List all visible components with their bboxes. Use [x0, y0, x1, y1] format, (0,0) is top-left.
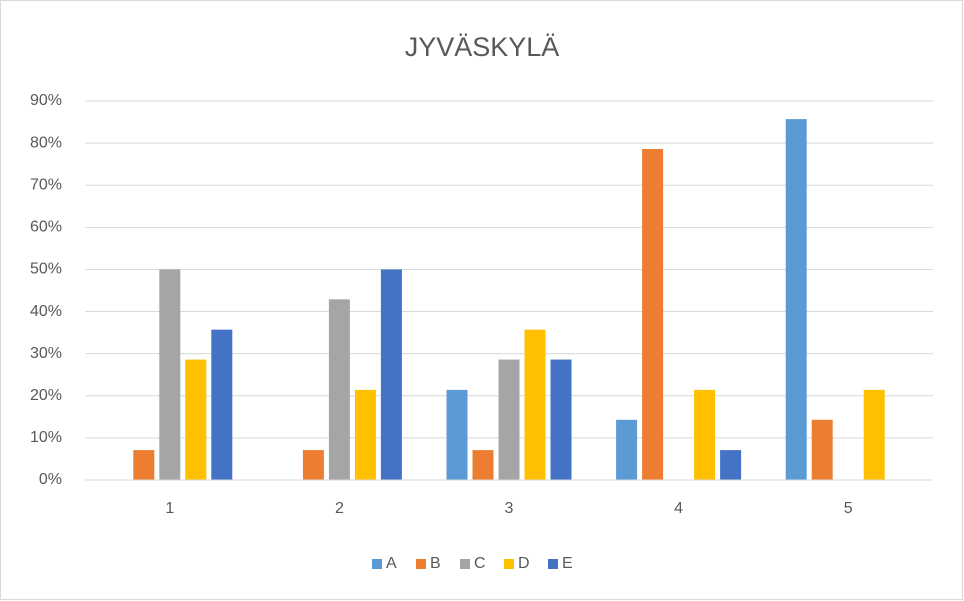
- y-tick-label: 40%: [30, 303, 62, 320]
- y-tick-label: 70%: [30, 176, 62, 193]
- legend-swatch: [416, 559, 426, 569]
- bar: [380, 269, 402, 480]
- legend-swatch: [460, 559, 470, 569]
- bar: [328, 299, 350, 480]
- x-tick-label: 4: [674, 500, 683, 517]
- bar: [785, 119, 807, 480]
- y-tick-label: 0%: [39, 471, 62, 488]
- bar: [642, 149, 664, 481]
- y-tick-label: 90%: [30, 92, 62, 109]
- bar: [498, 359, 520, 480]
- legend-label: D: [518, 555, 530, 572]
- bar: [550, 359, 572, 480]
- bar: [720, 450, 742, 480]
- bar: [211, 329, 233, 480]
- bar: [185, 359, 207, 480]
- bar: [446, 389, 468, 480]
- x-tick-label: 3: [505, 500, 514, 517]
- legend-swatch: [372, 559, 382, 569]
- legend-swatch: [548, 559, 558, 569]
- y-tick-label: 80%: [30, 134, 62, 151]
- bar: [302, 450, 324, 480]
- y-tick-label: 10%: [30, 429, 62, 446]
- bar: [616, 419, 638, 480]
- bar: [159, 269, 181, 480]
- legend-label: B: [430, 555, 441, 572]
- legend-label: C: [474, 555, 486, 572]
- bar: [524, 329, 546, 480]
- legend-label: A: [386, 555, 397, 572]
- bar: [472, 450, 494, 480]
- chart-title: JYVÄSKYLÄ: [405, 32, 560, 62]
- bar: [354, 389, 376, 480]
- x-tick-label: 1: [165, 500, 174, 517]
- legend-swatch: [504, 559, 514, 569]
- x-tick-label: 5: [844, 500, 853, 517]
- y-tick-label: 50%: [30, 261, 62, 278]
- y-tick-label: 20%: [30, 387, 62, 404]
- x-tick-label: 2: [335, 500, 344, 517]
- bar: [811, 419, 833, 480]
- legend-label: E: [562, 555, 573, 572]
- y-tick-label: 30%: [30, 345, 62, 362]
- bar: [694, 389, 716, 480]
- bar: [863, 389, 885, 480]
- bar: [133, 450, 155, 480]
- y-tick-label: 60%: [30, 219, 62, 236]
